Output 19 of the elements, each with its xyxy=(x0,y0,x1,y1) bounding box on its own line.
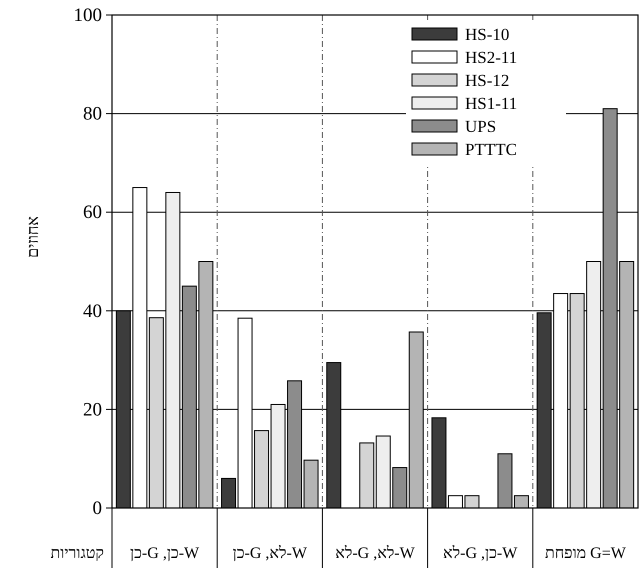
legend-label: HS-12 xyxy=(465,71,510,90)
x-tick-label: G=W מופחת xyxy=(544,545,627,562)
legend-label: HS1-11 xyxy=(465,94,518,113)
legend-label: UPS xyxy=(465,117,496,136)
x-tick-label: W-כן, G-כן xyxy=(130,545,200,562)
x-tick-label: W-כן, G-לא xyxy=(443,544,518,562)
y-tick-label: 0 xyxy=(92,498,102,519)
y-tick-label: 20 xyxy=(83,399,102,420)
legend-label: PTTTC xyxy=(465,140,517,159)
y-axis-title: אחוזים xyxy=(25,216,42,258)
y-tick-label: 100 xyxy=(74,5,102,26)
y-tick-label: 40 xyxy=(83,300,102,322)
y-tick-label: 60 xyxy=(83,202,102,224)
y-tick-label: 80 xyxy=(83,104,102,125)
x-axis-title: קטגוריות xyxy=(50,545,104,562)
x-tick-label: W-לא, G-כן xyxy=(232,544,308,562)
legend-label: HS-10 xyxy=(465,25,510,44)
legend-label: HS2-11 xyxy=(465,48,518,67)
x-tick-label: W-לא, G-לא xyxy=(335,544,416,562)
